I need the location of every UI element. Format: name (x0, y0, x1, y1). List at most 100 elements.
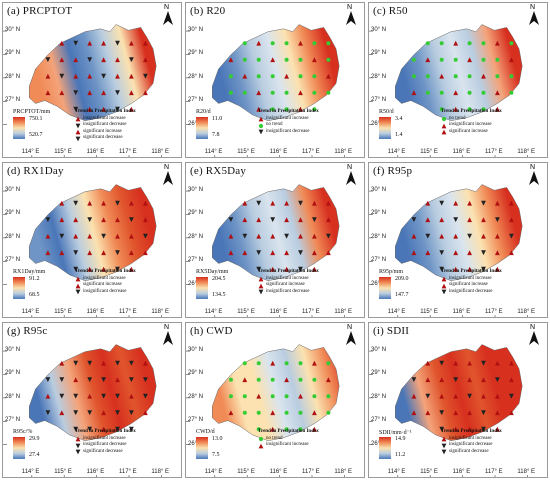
station-marker (495, 393, 500, 399)
station-marker (87, 90, 93, 96)
station-marker (87, 200, 93, 206)
lon-label: 117° E (119, 309, 137, 315)
station-marker (101, 410, 106, 416)
station-marker (481, 200, 486, 206)
station-marker (143, 377, 148, 383)
station-marker (242, 57, 247, 62)
trend-label: insignificant decrease (266, 288, 310, 294)
lat-label: 26° N (188, 440, 203, 447)
station-marker (439, 73, 445, 79)
station-marker (439, 266, 445, 272)
map-panel: (d) RX1Day N 30° N 29° N 28° N 27° N 114° E 115… (2, 162, 182, 318)
north-arrow-icon: N (161, 164, 175, 187)
station-marker (411, 410, 417, 416)
color-legend: R50/d 3.4 1.4 (379, 109, 439, 143)
station-marker (453, 90, 459, 96)
station-marker (256, 217, 262, 223)
north-arrow-icon: N (527, 324, 541, 347)
legend-min: 7.8 (212, 132, 220, 138)
trend-label: insignificant decrease (83, 122, 127, 127)
station-marker (425, 41, 430, 46)
station-marker (467, 41, 472, 46)
station-marker (256, 361, 261, 366)
station-marker (481, 41, 486, 46)
trend-symbol-icon (75, 443, 81, 449)
station-marker (312, 250, 317, 256)
trend-label: insignificant increase (266, 115, 309, 121)
station-marker (284, 394, 289, 399)
station-marker (411, 377, 417, 383)
station-marker (115, 393, 120, 399)
station-marker (495, 106, 500, 112)
legend-max: 209.0 (395, 276, 409, 282)
station-marker (425, 250, 431, 256)
trend-symbol-icon (258, 123, 264, 129)
station-marker (101, 233, 106, 239)
lon-label: 116° E (86, 309, 105, 315)
station-marker (467, 360, 472, 366)
station-marker (115, 233, 120, 239)
trend-legend-title: Trend in Precipitation Index (258, 429, 319, 434)
trend-label: insignificant increase (266, 275, 309, 281)
station-marker (495, 57, 500, 62)
trend-symbol-icon (258, 116, 264, 122)
trend-label: insignificant decrease (449, 442, 493, 447)
legend-colorbar (379, 277, 391, 299)
station-marker (284, 90, 289, 95)
lat-label: 29° N (371, 370, 387, 377)
north-arrow-icon: N (344, 324, 358, 347)
station-marker (495, 410, 500, 416)
legend-min: 1.4 (395, 132, 403, 138)
station-marker (73, 393, 79, 399)
trend-symbol-icon (75, 283, 81, 289)
station-marker (284, 107, 289, 112)
lon-label: 114° E (21, 469, 40, 475)
trend-symbol-icon (75, 123, 81, 129)
lon-label: 117° E (485, 309, 503, 315)
station-marker (495, 233, 500, 239)
lon-label: 118° E (517, 149, 536, 155)
station-marker (228, 250, 234, 256)
station-marker (481, 233, 486, 239)
trend-legend-title: Trend in Precipitation Index (75, 109, 136, 114)
station-marker (73, 233, 79, 239)
station-marker (439, 233, 445, 239)
station-marker (312, 90, 317, 95)
station-marker (59, 360, 65, 366)
station-marker (73, 106, 79, 112)
color-legend: PRCPTOT/mm 750.1 520.7 (13, 109, 73, 143)
trend-symbol-icon (258, 276, 264, 282)
station-marker (115, 217, 120, 223)
station-marker (312, 107, 317, 112)
station-marker (228, 57, 234, 63)
panel-title: (f) R95p (373, 165, 413, 177)
station-marker (45, 410, 51, 416)
station-marker (270, 266, 276, 272)
station-marker (439, 57, 444, 62)
lat-label: 29° N (5, 210, 21, 217)
trend-label: insignificant increase (83, 435, 126, 441)
legend-min: 27.4 (29, 452, 40, 458)
station-marker (284, 73, 289, 79)
province-outline (395, 24, 523, 121)
trend-symbol-icon (258, 289, 264, 295)
station-marker (129, 73, 134, 79)
station-marker (87, 106, 93, 112)
station-marker (411, 74, 416, 79)
trend-label: insignificant decrease (83, 288, 127, 294)
trend-label: significant decrease (83, 135, 123, 140)
station-marker (115, 40, 120, 46)
station-marker (453, 40, 459, 46)
trend-symbol-icon (258, 443, 264, 449)
station-marker (143, 360, 148, 366)
station-marker (453, 233, 459, 239)
trend-label: no trend (449, 115, 466, 121)
station-marker (242, 41, 247, 46)
station-marker (270, 57, 276, 63)
north-label: N (164, 4, 170, 11)
color-legend: R20/d 11.0 7.8 (196, 109, 256, 143)
station-marker (425, 377, 431, 383)
lon-label: 115° E (420, 149, 438, 155)
lat-label: 28° N (5, 73, 21, 80)
station-marker (87, 266, 93, 272)
